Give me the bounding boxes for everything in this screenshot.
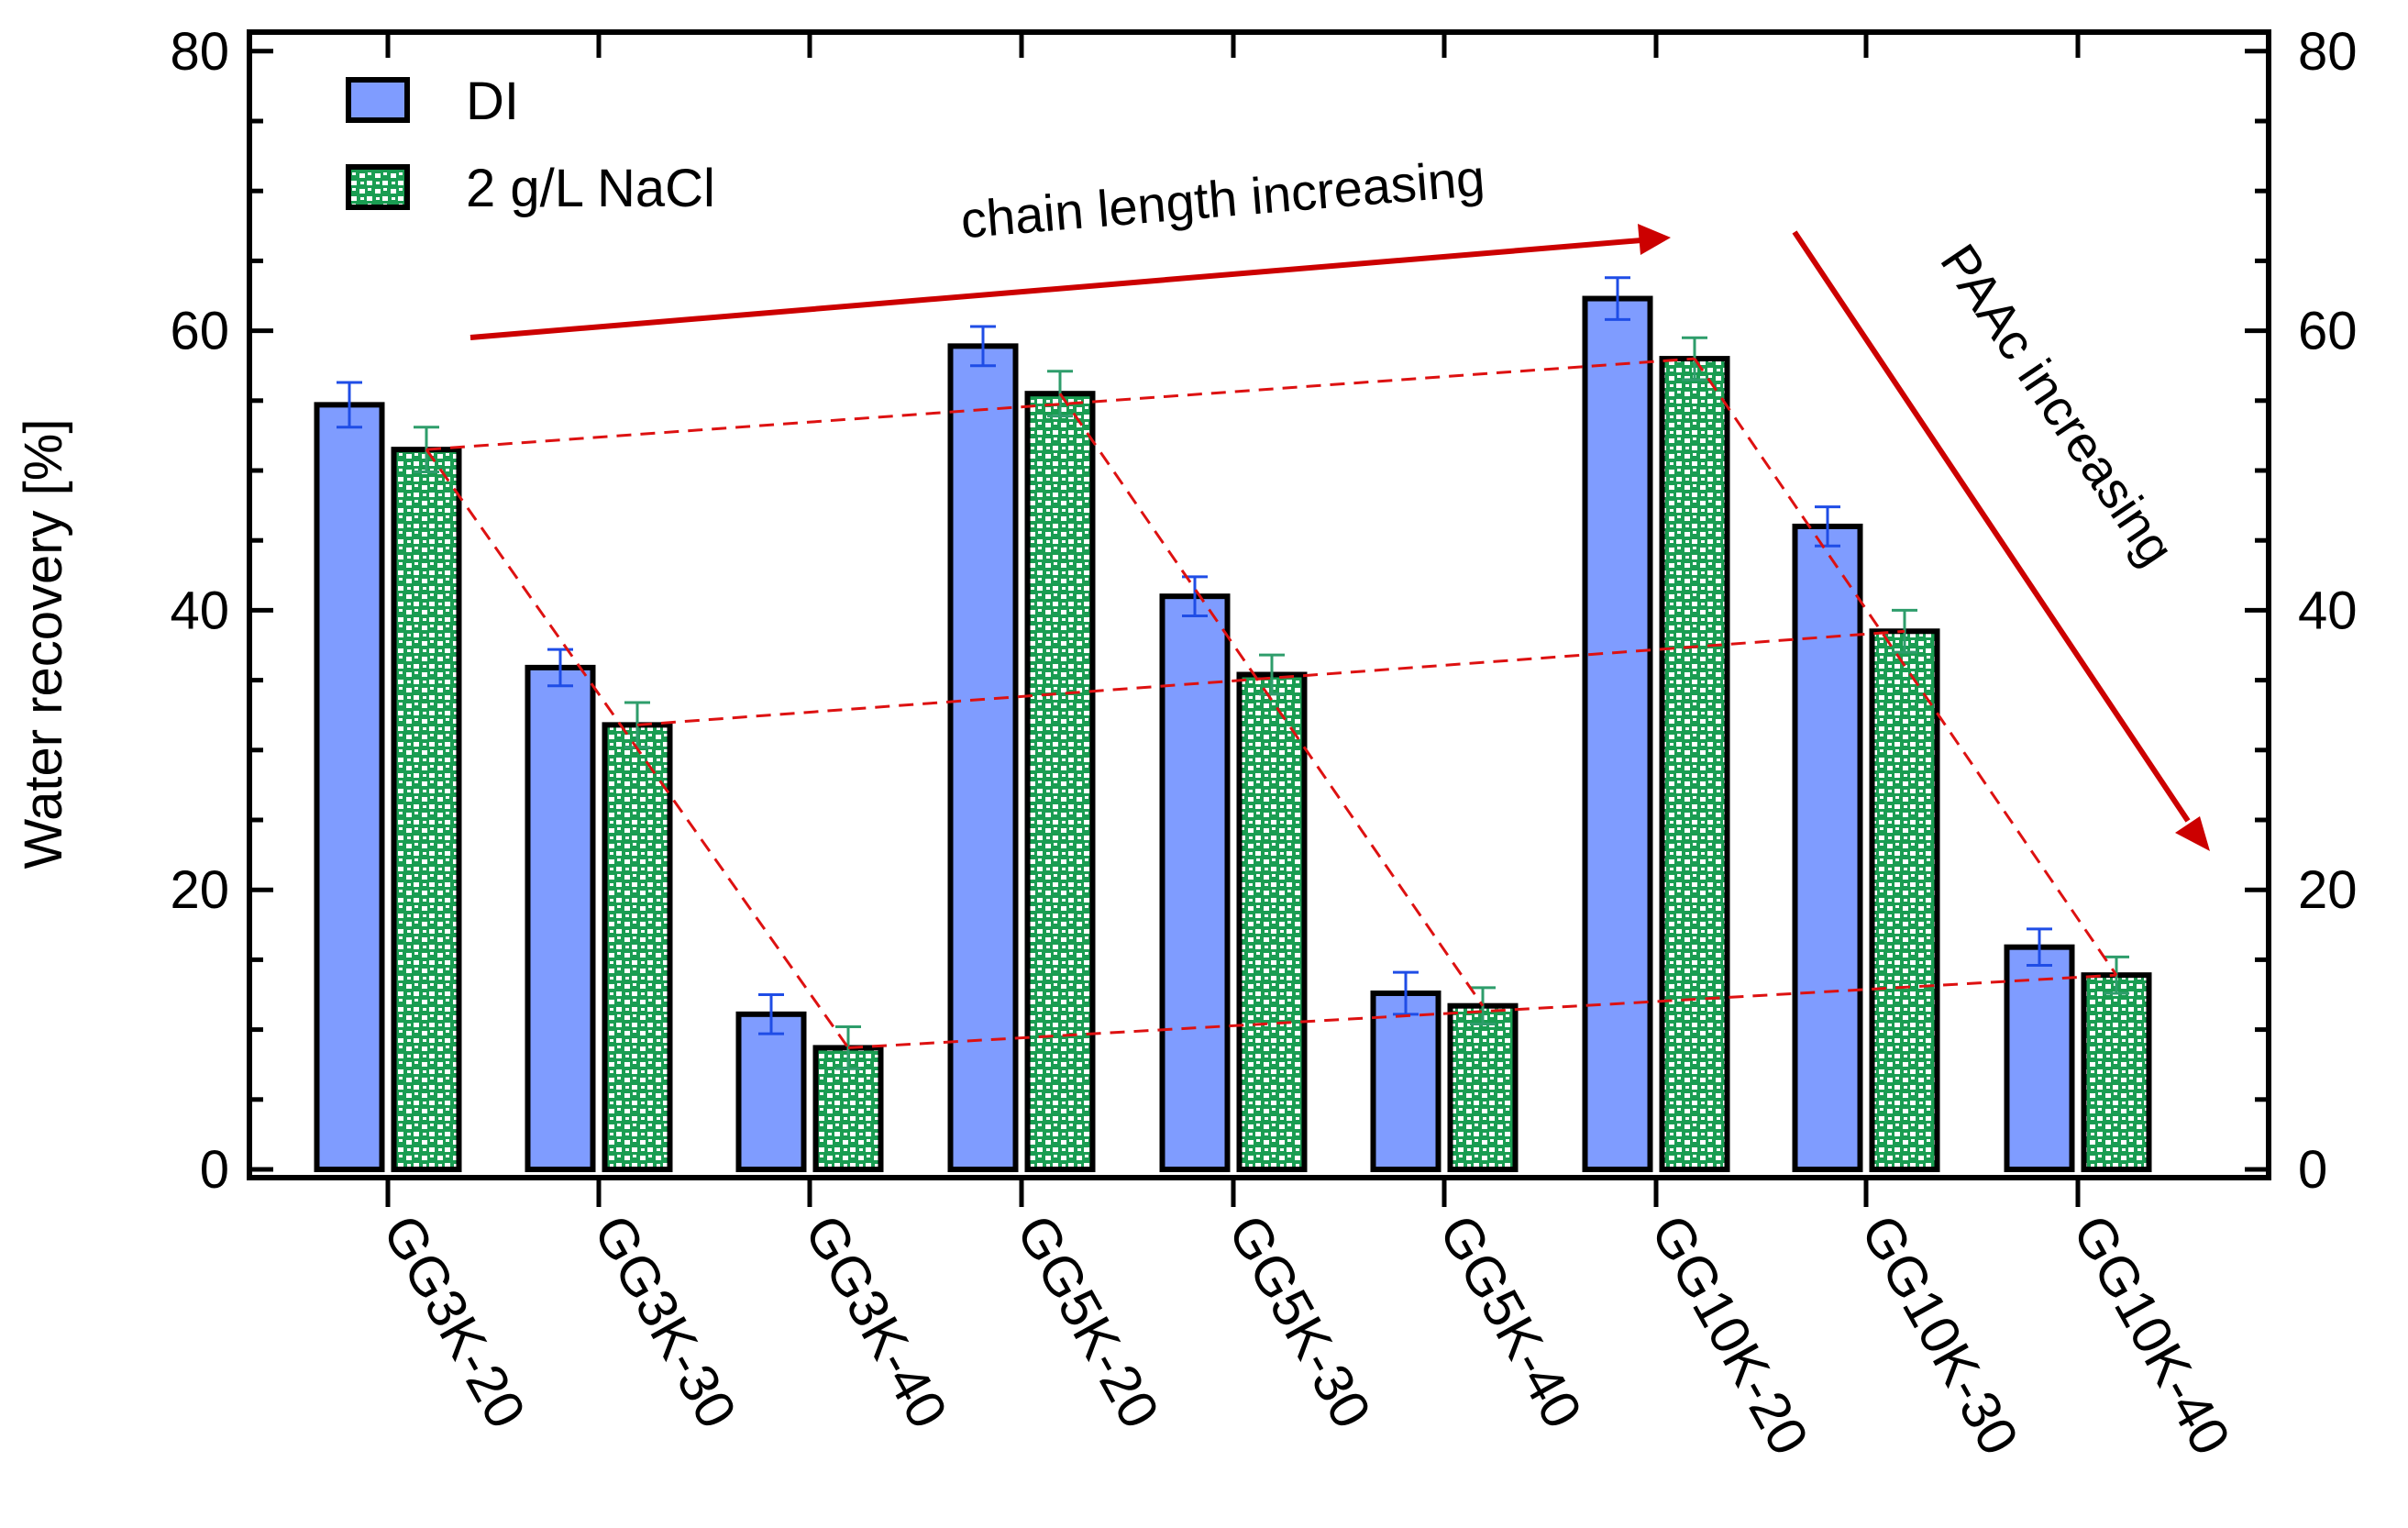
trend-line xyxy=(847,973,2117,1049)
plot-frame xyxy=(247,29,2271,1180)
y-tick-label-left: 40 xyxy=(170,581,229,640)
bar-nacl xyxy=(1659,356,1730,1172)
bar-di xyxy=(1792,523,1863,1172)
y-tick-label-left: 20 xyxy=(170,860,229,920)
trend-line xyxy=(636,629,1905,726)
bar-nacl xyxy=(2081,972,2152,1172)
legend-label-di: DI xyxy=(466,72,519,131)
bar-di xyxy=(525,664,596,1172)
legend-swatch-di xyxy=(346,77,410,123)
y-tick-label-right: 20 xyxy=(2298,860,2358,920)
y-tick-label-right: 40 xyxy=(2298,581,2358,640)
bar-di xyxy=(1370,990,1441,1172)
plot-layer: 0 20 40 60 80 0 20 40 60 80 GG3K-20 GG3K-30 GG3K-40 G… xyxy=(170,22,2357,1465)
bar-nacl xyxy=(1236,671,1308,1172)
x-tick-label: GG3K-30 xyxy=(582,1205,748,1438)
paac-arrow-head xyxy=(2175,816,2210,851)
y-tick-label-left: 0 xyxy=(200,1140,229,1200)
bar-nacl xyxy=(1024,391,1096,1172)
bar-di xyxy=(947,343,1019,1172)
trend-line xyxy=(425,448,850,1049)
y-axis-label: Water recovery [%] xyxy=(14,419,73,869)
legend-swatch-nacl xyxy=(346,164,410,210)
legend-label-nacl: 2 g/L NaCl xyxy=(466,159,715,218)
x-tick-label: GG3K-40 xyxy=(793,1205,959,1438)
y-tick-label-right: 60 xyxy=(2298,302,2358,361)
trend-line xyxy=(425,357,1696,451)
bar-di xyxy=(1582,295,1653,1173)
bar-nacl xyxy=(1447,1002,1519,1173)
y-tick-label-right: 80 xyxy=(2298,22,2358,82)
x-tick-label: GG5K-30 xyxy=(1217,1205,1383,1438)
trend-line xyxy=(1058,393,1485,1007)
bar-di xyxy=(1159,593,1231,1172)
legend: DI 2 g/L NaCl xyxy=(346,72,715,218)
x-tick-label: GG5K-40 xyxy=(1428,1205,1594,1438)
x-tick-label: GG10K-20 xyxy=(1640,1205,1821,1465)
x-tick-label: GG10K-40 xyxy=(2061,1205,2243,1465)
chain-length-label: chain length increasing xyxy=(958,149,1486,249)
x-tick-label: GG10K-30 xyxy=(1850,1205,2031,1465)
y-tick-label-left: 80 xyxy=(170,22,229,82)
bar-nacl xyxy=(1869,628,1940,1172)
chain-length-arrow-line xyxy=(469,238,1642,340)
chain-length-arrow-head xyxy=(1638,224,1671,255)
y-tick-label-left: 60 xyxy=(170,302,229,361)
bar-di xyxy=(314,402,385,1172)
trend-line xyxy=(1693,358,2118,977)
x-tick-label: GG5K-20 xyxy=(1005,1205,1171,1438)
x-tick-label: GG3K-20 xyxy=(371,1205,537,1438)
paac-arrow-line xyxy=(1792,230,2191,823)
bar-di xyxy=(2004,944,2075,1172)
y-tick-label-right: 0 xyxy=(2298,1140,2327,1200)
bar-nacl xyxy=(391,447,462,1172)
paac-label: PAAc increasing xyxy=(1929,234,2186,575)
bar-nacl xyxy=(602,722,673,1172)
bar-di xyxy=(735,1011,807,1173)
